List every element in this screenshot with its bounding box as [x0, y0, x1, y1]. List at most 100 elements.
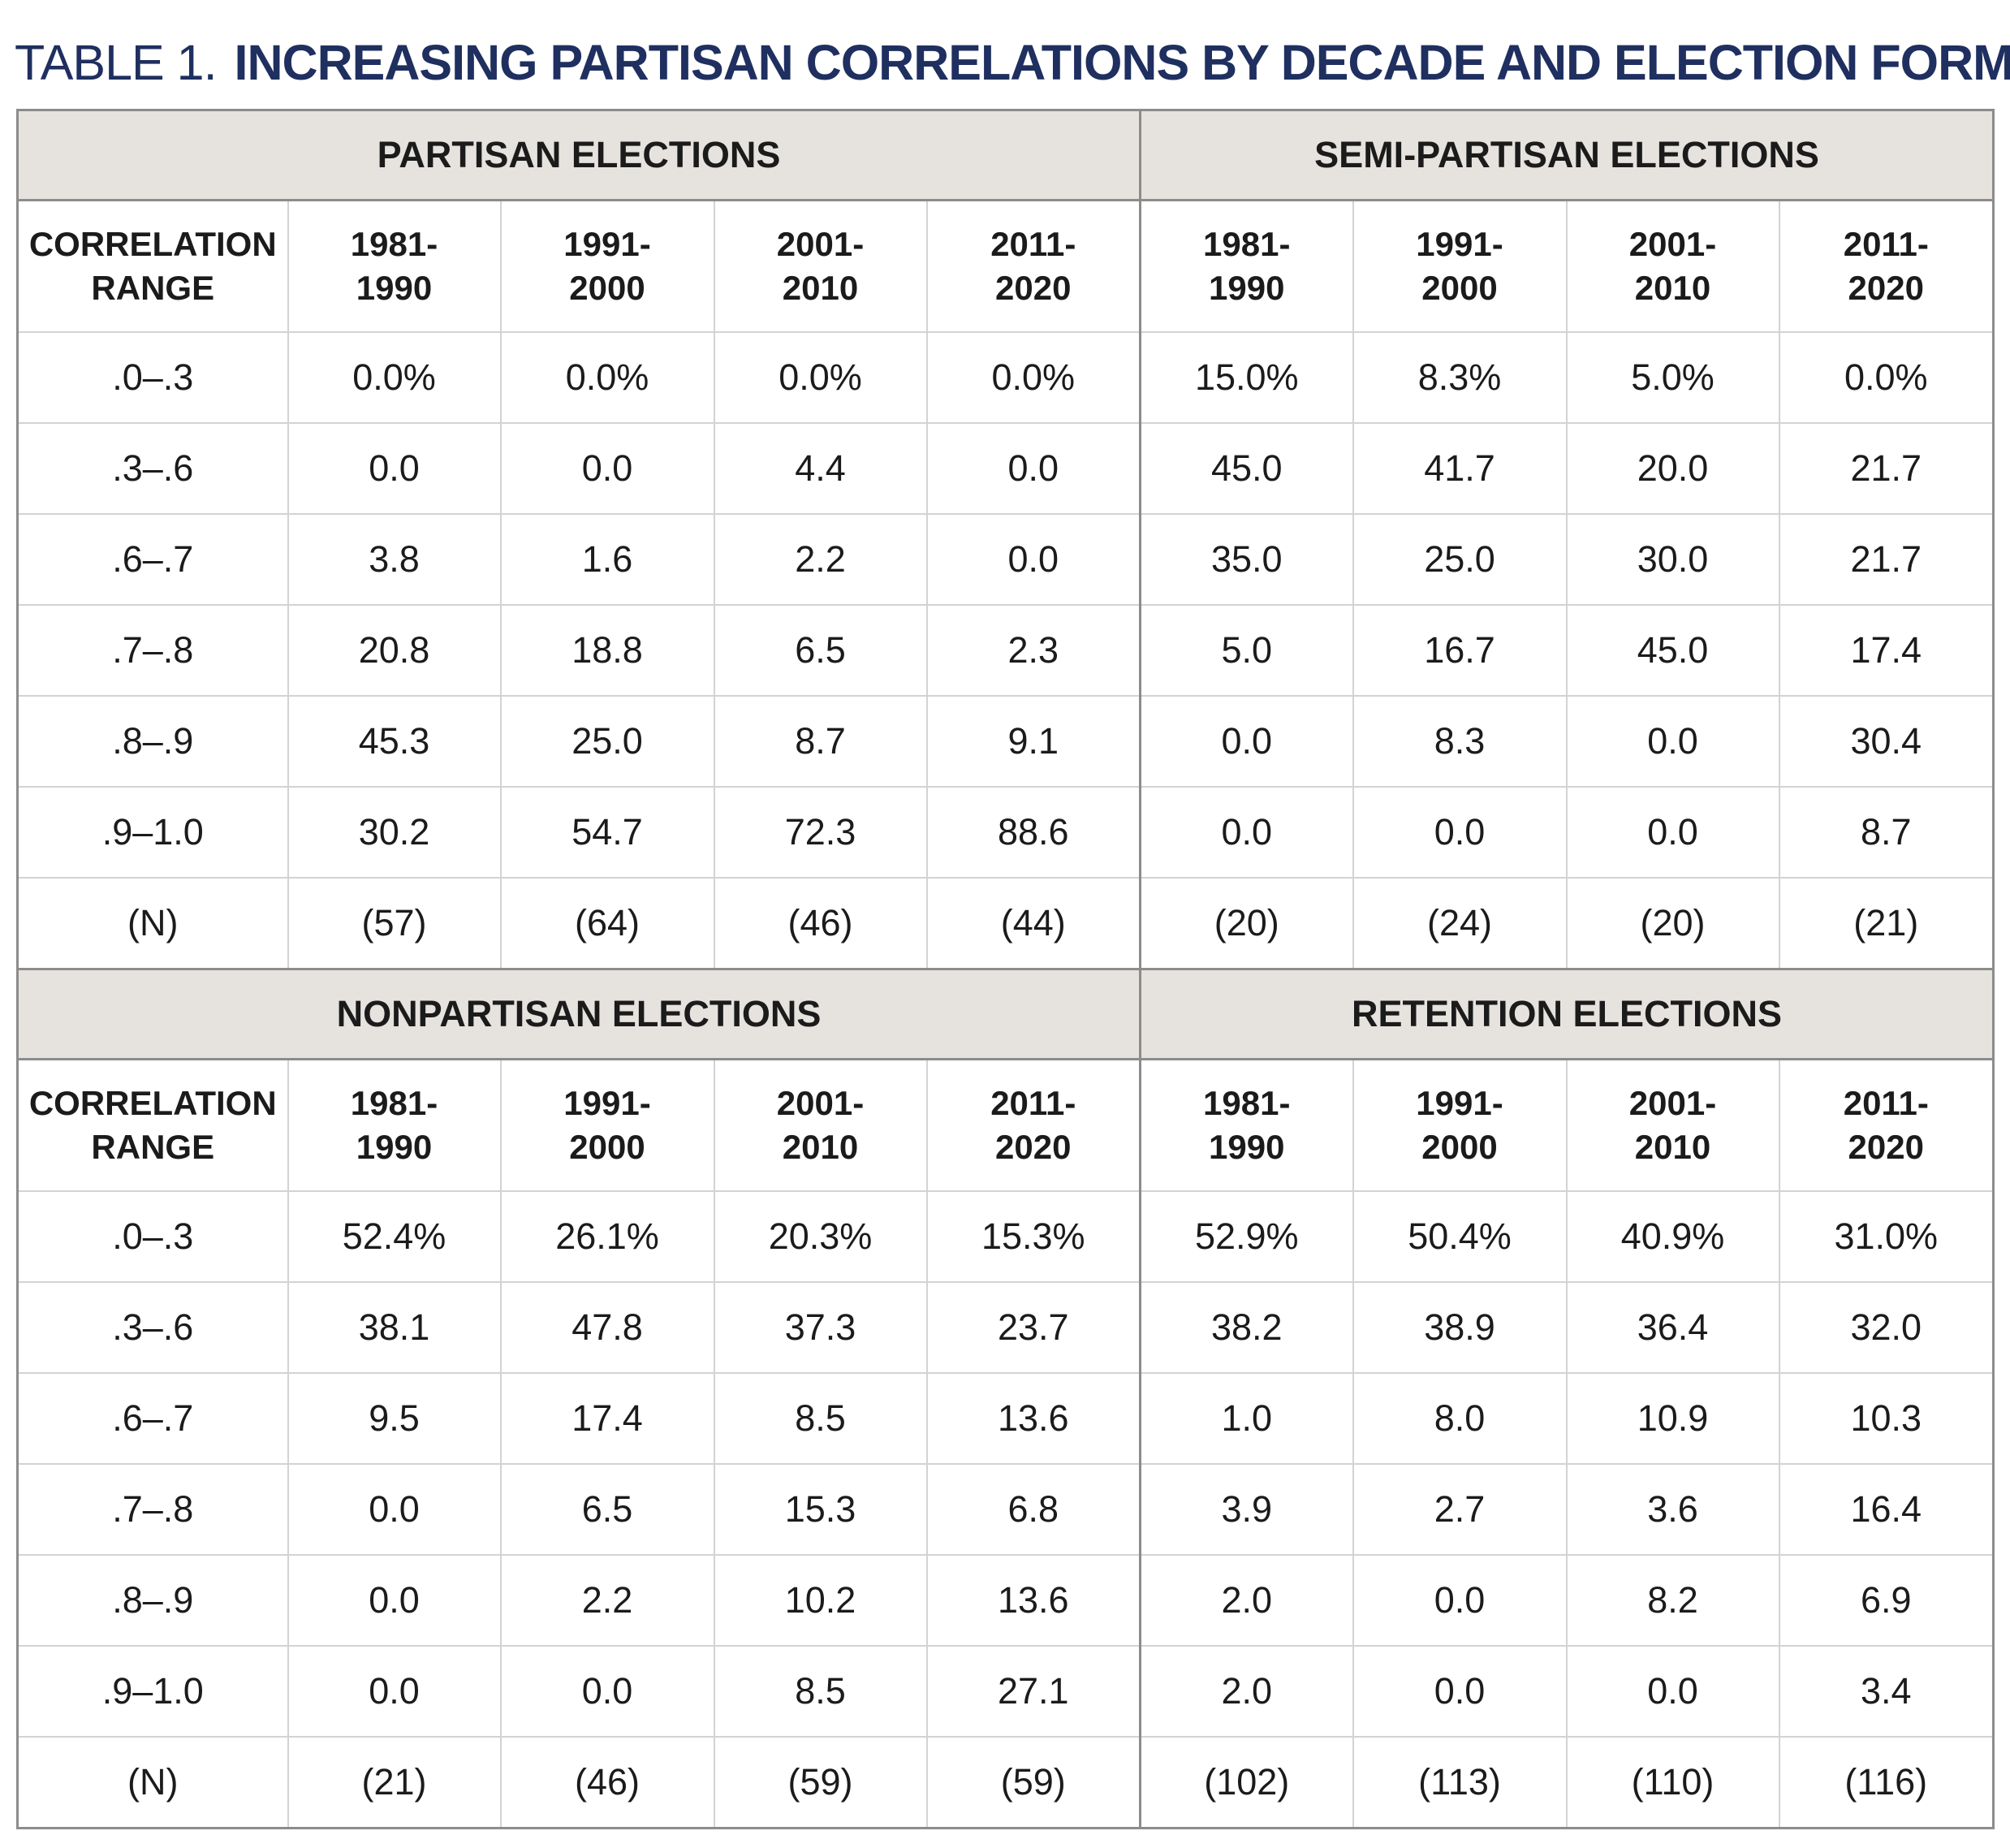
- value-cell: 38.9: [1352, 1281, 1568, 1374]
- value-cell: 15.3: [713, 1463, 928, 1556]
- value-cell: (59): [925, 1736, 1141, 1829]
- decade-header-right: 1981- 1990: [1139, 1058, 1354, 1192]
- header-line: 2020: [1848, 1128, 1924, 1166]
- header-line: 1991-: [563, 1084, 651, 1122]
- value-cell: 0.0%: [499, 331, 715, 424]
- section-heading-left: NONPARTISAN ELECTIONS: [15, 968, 1141, 1060]
- value-cell: 4.4: [713, 422, 928, 515]
- header-line: CORRELATION: [28, 1084, 277, 1122]
- range-cell: .8–.9: [16, 695, 289, 788]
- value-cell: 37.3: [713, 1281, 928, 1374]
- decade-header-right: 1991- 2000: [1352, 1058, 1568, 1192]
- value-cell: 0.0: [287, 1463, 502, 1556]
- decade-header-right: 1981- 1990: [1139, 199, 1354, 333]
- decade-header-right: 2001- 2010: [1565, 1058, 1780, 1192]
- table-row: (N) (57) (64) (46) (44) (20) (24) (20) (21): [16, 877, 1995, 970]
- header-line: RANGE: [91, 1128, 215, 1166]
- value-cell: 25.0: [1352, 513, 1568, 606]
- table-row: .7–.8 0.0 6.5 15.3 6.8 3.9 2.7 3.6 16.4: [16, 1463, 1995, 1556]
- value-cell: (102): [1139, 1736, 1354, 1829]
- decade-header-left: 2001- 2010: [713, 1058, 928, 1192]
- correlation-range-header: CORRELATION RANGE: [16, 1058, 289, 1192]
- header-line: 2010: [782, 1128, 859, 1166]
- value-cell: 2.3: [925, 604, 1141, 697]
- table-row: .6–.7 3.8 1.6 2.2 0.0 35.0 25.0 30.0 21.7: [16, 513, 1995, 606]
- value-cell: 15.0%: [1139, 331, 1354, 424]
- value-cell: 21.7: [1778, 513, 1995, 606]
- decade-header-left: 1991- 2000: [499, 1058, 715, 1192]
- value-cell: 17.4: [1778, 604, 1995, 697]
- value-cell: 32.0: [1778, 1281, 1995, 1374]
- decade-header-right: 2011- 2020: [1778, 199, 1995, 333]
- range-cell: .7–.8: [16, 604, 289, 697]
- header-line: 2010: [782, 269, 859, 307]
- value-cell: (20): [1565, 877, 1780, 970]
- value-cell: 10.2: [713, 1554, 928, 1647]
- range-cell: (N): [16, 1736, 289, 1829]
- header-line: 2001-: [776, 1084, 865, 1122]
- table-body: PARTISAN ELECTIONS SEMI-PARTISAN ELECTION…: [15, 109, 1995, 1829]
- header-line: 2010: [1634, 269, 1711, 307]
- value-cell: 6.8: [925, 1463, 1141, 1556]
- value-cell: 3.6: [1565, 1463, 1780, 1556]
- value-cell: 1.6: [499, 513, 715, 606]
- header-line: 2011-: [1843, 225, 1929, 263]
- header-line: 2000: [1421, 1128, 1498, 1166]
- range-cell: .6–.7: [16, 513, 289, 606]
- value-cell: 0.0: [287, 1645, 502, 1738]
- decade-header-right: 2001- 2010: [1565, 199, 1780, 333]
- value-cell: (57): [287, 877, 502, 970]
- table-row: .6–.7 9.5 17.4 8.5 13.6 1.0 8.0 10.9 10.3: [16, 1372, 1995, 1465]
- range-cell: (N): [16, 877, 289, 970]
- value-cell: 9.1: [925, 695, 1141, 788]
- value-cell: 30.4: [1778, 695, 1995, 788]
- range-cell: .9–1.0: [16, 786, 289, 879]
- header-line: RANGE: [91, 269, 215, 307]
- value-cell: (46): [499, 1736, 715, 1829]
- value-cell: 26.1%: [499, 1190, 715, 1283]
- value-cell: 0.0: [499, 422, 715, 515]
- value-cell: 0.0: [1352, 1645, 1568, 1738]
- value-cell: 72.3: [713, 786, 928, 879]
- value-cell: 30.0: [1565, 513, 1780, 606]
- header-line: 1981-: [350, 225, 438, 263]
- value-cell: 25.0: [499, 695, 715, 788]
- value-cell: 5.0%: [1565, 331, 1780, 424]
- table-row: .0–.3 0.0% 0.0% 0.0% 0.0% 15.0% 8.3% 5.0% 0.0%: [16, 331, 1995, 424]
- decade-header-left: 2011- 2020: [925, 199, 1141, 333]
- value-cell: 54.7: [499, 786, 715, 879]
- value-cell: (113): [1352, 1736, 1568, 1829]
- range-cell: .7–.8: [16, 1463, 289, 1556]
- value-cell: 36.4: [1565, 1281, 1780, 1374]
- header-line: CORRELATION: [28, 225, 277, 263]
- decade-header-left: 2011- 2020: [925, 1058, 1141, 1192]
- value-cell: 2.0: [1139, 1645, 1354, 1738]
- value-cell: 0.0%: [1778, 331, 1995, 424]
- value-cell: 35.0: [1139, 513, 1354, 606]
- section-heading-right: RETENTION ELECTIONS: [1139, 968, 1995, 1060]
- correlation-table: PARTISAN ELECTIONS SEMI-PARTISAN ELECTION…: [15, 109, 1995, 1829]
- value-cell: 6.5: [713, 604, 928, 697]
- column-header-row: CORRELATION RANGE 1981- 1990 1991- 2000 2001- 2…: [16, 199, 1995, 333]
- header-line: 1981-: [1203, 1084, 1291, 1122]
- value-cell: 23.7: [925, 1281, 1141, 1374]
- header-line: 2011-: [990, 225, 1076, 263]
- header-line: 1990: [1209, 269, 1285, 307]
- header-line: 1991-: [563, 225, 651, 263]
- header-line: 2020: [995, 269, 1072, 307]
- header-line: 2001-: [776, 225, 865, 263]
- value-cell: 0.0: [1352, 786, 1568, 879]
- correlation-range-header: CORRELATION RANGE: [16, 199, 289, 333]
- value-cell: (46): [713, 877, 928, 970]
- value-cell: 45.0: [1139, 422, 1354, 515]
- value-cell: 6.9: [1778, 1554, 1995, 1647]
- value-cell: 0.0: [1139, 786, 1354, 879]
- value-cell: (44): [925, 877, 1141, 970]
- value-cell: 8.2: [1565, 1554, 1780, 1647]
- value-cell: 50.4%: [1352, 1190, 1568, 1283]
- value-cell: 0.0: [499, 1645, 715, 1738]
- table-row: .3–.6 38.1 47.8 37.3 23.7 38.2 38.9 36.4 32.0: [16, 1281, 1995, 1374]
- table-row: .7–.8 20.8 18.8 6.5 2.3 5.0 16.7 45.0 17.4: [16, 604, 1995, 697]
- value-cell: 2.2: [713, 513, 928, 606]
- header-line: 2000: [1421, 269, 1498, 307]
